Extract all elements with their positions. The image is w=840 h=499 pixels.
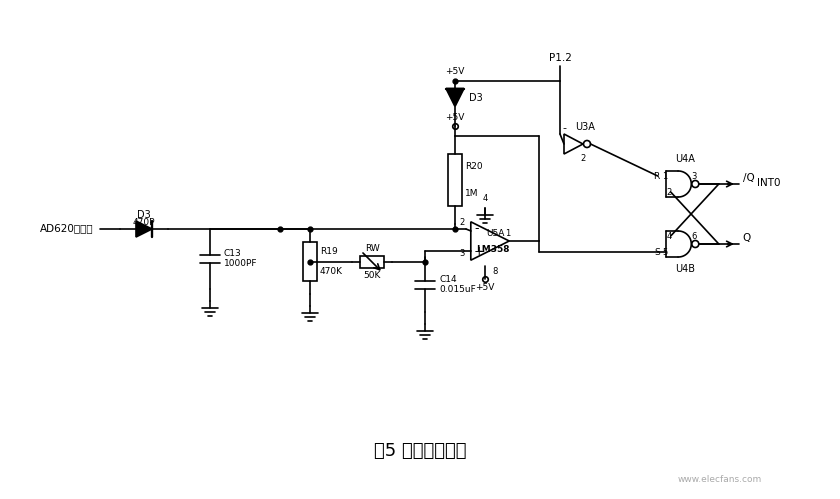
Text: www.elecfans.com: www.elecfans.com (678, 475, 762, 484)
Text: +5V: +5V (445, 112, 465, 121)
Text: U4A: U4A (675, 154, 695, 164)
Text: 5: 5 (662, 248, 667, 256)
Text: -: - (474, 223, 479, 236)
Text: 2: 2 (667, 188, 672, 197)
Text: 2: 2 (459, 218, 465, 227)
Text: C14: C14 (439, 275, 457, 284)
Polygon shape (470, 222, 509, 260)
Text: 8: 8 (492, 266, 497, 275)
Text: RW: RW (365, 244, 380, 252)
Text: 1000PF: 1000PF (224, 259, 258, 268)
Text: 2: 2 (580, 154, 585, 163)
Text: D3: D3 (137, 210, 151, 220)
Text: 6: 6 (691, 232, 696, 241)
Bar (303, 242, 317, 281)
Text: R: R (654, 172, 659, 181)
Text: -: - (562, 123, 566, 133)
Text: R20: R20 (465, 162, 483, 171)
Text: S: S (654, 248, 659, 256)
Text: +: + (474, 245, 485, 257)
Text: 3: 3 (691, 172, 696, 181)
Text: R19: R19 (320, 247, 338, 256)
Text: U5A: U5A (486, 229, 504, 238)
Text: Q: Q (743, 233, 751, 243)
Text: /Q: /Q (743, 173, 754, 183)
Text: 4: 4 (482, 194, 488, 203)
Text: 470P: 470P (133, 218, 155, 227)
Polygon shape (136, 221, 152, 237)
Polygon shape (564, 134, 583, 154)
Text: 3: 3 (459, 249, 465, 257)
Text: C13: C13 (224, 250, 242, 258)
Bar (448, 154, 462, 207)
Text: 图5 信号变换电路: 图5 信号变换电路 (374, 442, 466, 460)
Text: 0.015uF: 0.015uF (439, 285, 475, 294)
Text: P1.2: P1.2 (549, 53, 571, 63)
Text: 1M: 1M (465, 189, 479, 198)
Text: U4B: U4B (675, 264, 695, 274)
Text: U3A: U3A (575, 122, 595, 132)
Polygon shape (446, 88, 464, 106)
Text: +5V: +5V (475, 283, 495, 292)
Text: 1: 1 (506, 229, 511, 238)
Text: 1: 1 (662, 172, 667, 181)
Text: 4: 4 (667, 232, 672, 241)
Text: LM358: LM358 (476, 245, 510, 253)
Bar (360, 256, 384, 268)
Text: +5V: +5V (445, 66, 465, 75)
Text: 470K: 470K (320, 267, 343, 276)
Text: AD620的输出: AD620的输出 (40, 223, 93, 233)
Text: D3: D3 (469, 92, 483, 102)
Text: 50K: 50K (364, 271, 381, 280)
Text: INT0: INT0 (757, 178, 780, 188)
